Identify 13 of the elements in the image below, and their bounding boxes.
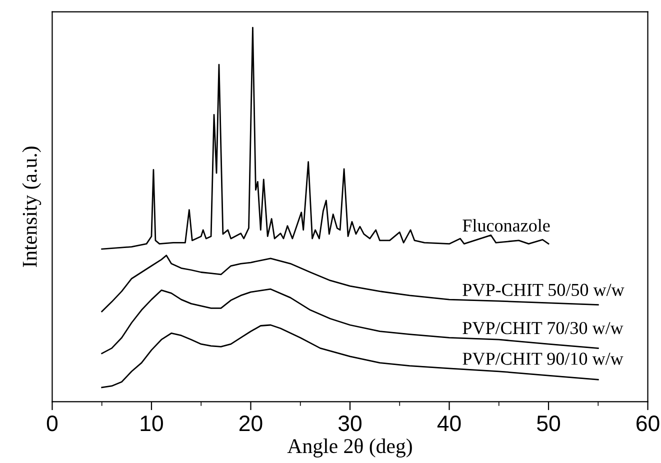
series-label: Fluconazole xyxy=(462,218,550,232)
x-tick-label: 10 xyxy=(140,415,163,432)
x-tick-label: 60 xyxy=(636,415,660,432)
x-tick-label: 40 xyxy=(437,415,461,432)
x-tick-label: 20 xyxy=(240,415,262,432)
x-tick-label: 0 xyxy=(46,415,58,432)
y-axis-title: Intensity (a.u.) xyxy=(22,146,42,268)
series-label: PVP-CHIT 50/50 w/w xyxy=(462,284,624,296)
x-tick-label: 30 xyxy=(338,415,362,432)
x-tick-label: 50 xyxy=(537,415,560,432)
x-axis-title: Angle 2θ (deg) xyxy=(287,438,412,458)
series-label: PVP/CHIT 70/30 w/w xyxy=(462,322,624,334)
series-label: PVP/CHIT 90/10 w/w xyxy=(462,352,624,365)
